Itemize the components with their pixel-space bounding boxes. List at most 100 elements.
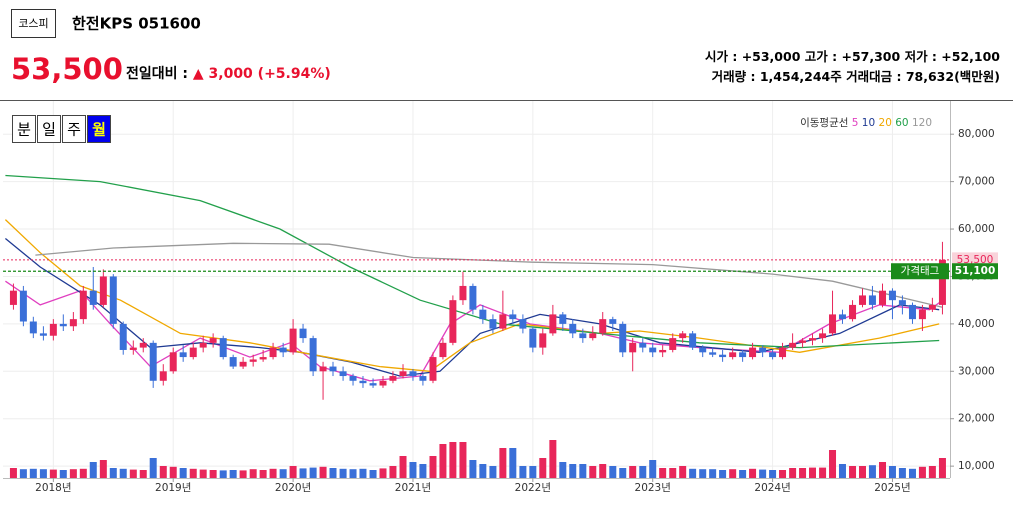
volume-bar xyxy=(879,462,887,478)
period-label[interactable]: 일 xyxy=(42,121,56,139)
period-label[interactable]: 월 xyxy=(92,121,106,139)
volume-bar xyxy=(369,470,377,478)
candle-body xyxy=(39,333,47,336)
volume: 1,454,244주 xyxy=(760,69,842,84)
volume-bar xyxy=(479,464,487,478)
ma-line xyxy=(35,242,943,308)
open-label: 시가 : xyxy=(705,49,737,64)
period-label[interactable]: 주 xyxy=(67,121,81,139)
candle-body xyxy=(199,342,207,348)
candle-body xyxy=(179,352,187,358)
volume-bar xyxy=(119,468,127,478)
volume-bar xyxy=(739,470,747,478)
candle-body xyxy=(259,357,267,360)
volume-line: 거래량 : 1,454,244주 거래대금 : 78,632(백만원) xyxy=(712,69,1000,84)
change-label: 전일대비 : xyxy=(126,65,188,82)
candle-body xyxy=(858,295,866,305)
x-tick-label: 2020년 xyxy=(275,482,311,494)
candle-body xyxy=(629,342,637,353)
volume-bar xyxy=(199,469,207,478)
volume-bar xyxy=(209,470,217,478)
candle-body xyxy=(539,333,547,348)
period-button[interactable] xyxy=(12,115,36,143)
price: 53,500 xyxy=(11,52,123,86)
volume-bar xyxy=(769,470,777,478)
volume-bar xyxy=(499,448,507,478)
volume-bar xyxy=(449,442,457,478)
tag-text: 가격태그 xyxy=(901,264,940,277)
volume-bar xyxy=(579,464,587,478)
low-label: 저가 : xyxy=(905,49,937,64)
market: 코스피 xyxy=(18,17,48,30)
volume-bar xyxy=(819,467,827,478)
volume-bar xyxy=(868,465,876,478)
volume-bar xyxy=(329,468,337,478)
volume-bar xyxy=(309,467,317,478)
volume-bar xyxy=(898,468,906,478)
volume-bar xyxy=(149,458,157,478)
high: +57,300 xyxy=(841,49,900,64)
legend-entry: 10 xyxy=(862,117,875,129)
candle-body xyxy=(679,333,687,339)
volume-bar xyxy=(659,468,667,478)
period-button[interactable] xyxy=(87,115,111,143)
candle-body xyxy=(579,333,587,339)
volume-bar xyxy=(389,466,397,478)
volume-bar xyxy=(589,466,597,478)
volume-bar xyxy=(229,470,237,478)
volume-bar xyxy=(799,468,807,478)
legend-entry: 60 xyxy=(895,117,908,129)
period-label[interactable]: 분 xyxy=(17,121,31,139)
volume-bar xyxy=(569,464,577,478)
period-button[interactable] xyxy=(62,115,86,143)
x-tick-label: 2024년 xyxy=(754,482,790,494)
candle-body xyxy=(149,342,157,381)
volume-bar xyxy=(19,469,27,478)
candle-body xyxy=(809,338,817,341)
volume-bar xyxy=(639,466,647,478)
candle-body xyxy=(189,347,197,358)
volume-bar xyxy=(319,466,327,478)
volume-bar xyxy=(619,468,627,478)
candle-body xyxy=(459,285,467,301)
volume-bar xyxy=(169,466,177,478)
candle-body xyxy=(229,357,237,367)
ma-legend: 이동평균선 5 10 20 60 120 xyxy=(800,117,932,129)
overlays: 53,500 가격태그 51,100 xyxy=(3,252,998,280)
tag-label: 51,100 xyxy=(955,265,996,277)
candle-body xyxy=(739,352,747,358)
candle-body xyxy=(29,321,37,334)
y-tick-label: 60,000 xyxy=(958,223,995,235)
x-tick-label: 2025년 xyxy=(874,482,910,494)
candle-body xyxy=(928,304,936,310)
volume-bar xyxy=(269,468,277,478)
change-line: 전일대비 : ▲ 3,000 (+5.94%) xyxy=(126,65,331,82)
volume-bar xyxy=(529,466,537,478)
period-button[interactable] xyxy=(37,115,61,143)
candle-body xyxy=(309,338,317,372)
ma-legend-title: 이동평균선 xyxy=(800,117,848,129)
candle-body xyxy=(99,276,107,305)
y-tick-label: 80,000 xyxy=(958,128,995,140)
y-tick-label: 70,000 xyxy=(958,176,995,188)
volume-bar xyxy=(509,448,517,478)
candle-body xyxy=(609,319,617,324)
candle-body xyxy=(439,342,447,358)
candle-body xyxy=(639,342,647,348)
candle-body xyxy=(419,376,427,381)
candle-body xyxy=(669,338,677,350)
volume-bar xyxy=(349,469,357,478)
volume-bar xyxy=(179,468,187,478)
candle-body xyxy=(709,352,717,355)
low: +52,100 xyxy=(941,49,1000,64)
volume-bar xyxy=(419,464,427,478)
candle-body xyxy=(449,300,457,343)
candle-body xyxy=(49,323,57,336)
candle-body xyxy=(838,314,846,320)
candle-body xyxy=(559,314,567,324)
high-label: 고가 : xyxy=(805,49,837,64)
candle-body xyxy=(719,354,727,358)
